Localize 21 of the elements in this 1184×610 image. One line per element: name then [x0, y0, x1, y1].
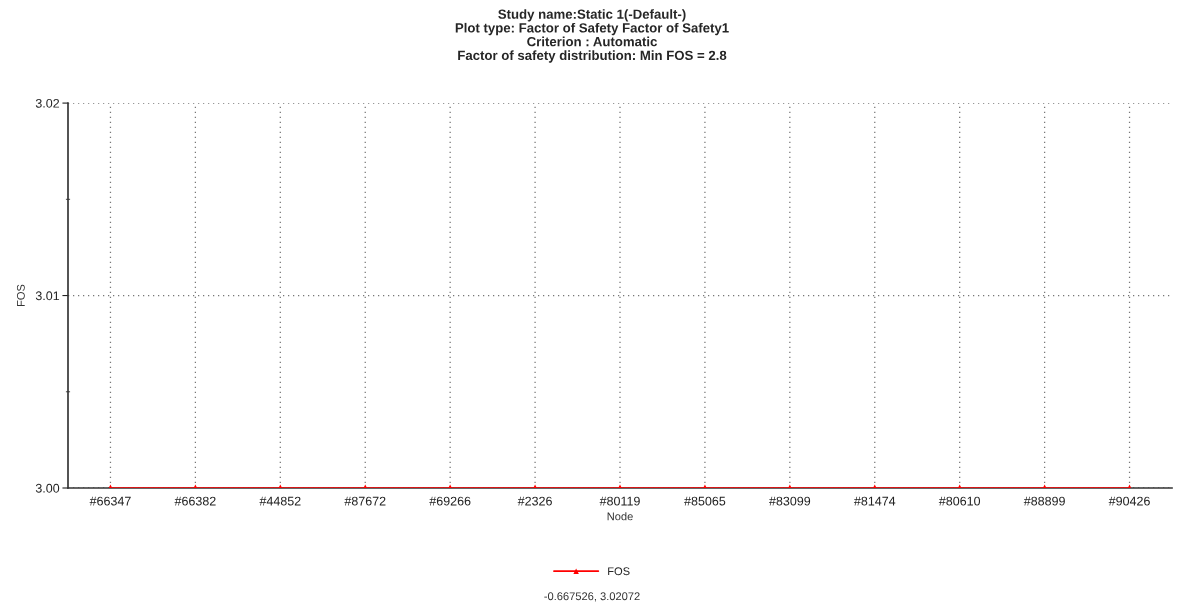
x-tick-label: #87672	[344, 496, 386, 506]
y-tick-label: 3.01	[35, 291, 60, 301]
x-tick-label: #69266	[429, 496, 471, 506]
x-tick-label: #81474	[853, 496, 896, 506]
x-tick-label: #66347	[89, 496, 131, 506]
x-tick-label: #83099	[769, 496, 811, 506]
x-tick-label: #90426	[1108, 496, 1150, 506]
text: -0.667526, 3.02072	[544, 592, 640, 602]
x-tick-label: #85065	[684, 496, 726, 506]
y-axis-title: FOS	[16, 284, 25, 307]
x-tick-label: #44852	[259, 496, 301, 506]
x-tick-label: #88899	[1023, 496, 1065, 506]
x-tick-label: #66382	[174, 496, 216, 506]
chart-title: Study name:Static 1(-Default-) Plot type: Factor of Safety Factor of Safety1 Criterion : Automatic Factor of safety distribution: Min FOS = 2.8	[455, 9, 729, 63]
legend-label: FOS	[608, 567, 630, 576]
x-tick-label: #80610	[938, 496, 981, 506]
x-tick-label: #80119	[599, 496, 640, 506]
y-tick-label: 3.00	[35, 483, 60, 493]
x-axis-title: Node	[607, 512, 633, 521]
x-tick-label: #2326	[517, 496, 552, 506]
y-tick-label: 3.02	[35, 98, 60, 108]
